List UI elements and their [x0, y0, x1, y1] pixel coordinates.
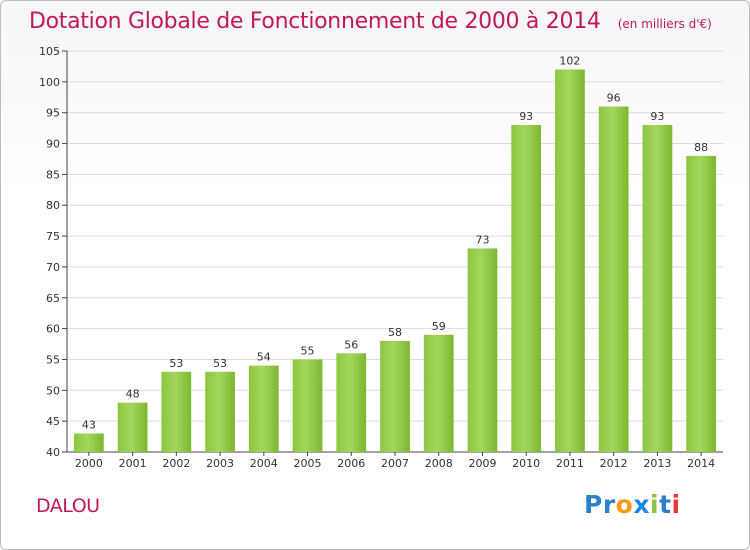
chart-title: Dotation Globale de Fonctionnement de 20…: [29, 9, 601, 34]
data-label: 59: [432, 320, 446, 333]
y-tick-label: 50: [46, 384, 60, 397]
x-tick-label: 2010: [512, 457, 540, 470]
data-labels: 43 48 53 53 54 55 56 58 59 73 93 102 96 93 88: [82, 55, 708, 432]
title-row: Dotation Globale de Fonctionnement de 20…: [29, 9, 712, 34]
data-label: 88: [694, 141, 708, 154]
x-tick-label: 2009: [468, 457, 496, 470]
y-tick-label: 60: [46, 323, 60, 336]
logo-letter: r: [602, 490, 616, 519]
y-tick-label: 40: [46, 446, 60, 459]
y-tick-label: 75: [46, 230, 60, 243]
data-label: 55: [301, 344, 315, 357]
data-label: 53: [213, 357, 227, 370]
x-tick-label: 2014: [687, 457, 715, 470]
x-tick-label: 2002: [162, 457, 190, 470]
logo-letter: t: [659, 490, 672, 519]
logo-letter: P: [584, 490, 603, 519]
x-tick-label: 2013: [643, 457, 671, 470]
y-tick-label: 100: [39, 76, 60, 89]
x-tick-label: 2007: [381, 457, 409, 470]
commune-name: DALOU: [36, 495, 100, 517]
axes: 40 45 50 55 60 65 70 75 80 85 90 95 100 105 2000 2001 20…: [39, 45, 723, 470]
data-label: 102: [559, 55, 580, 68]
x-tick-label: 2008: [425, 457, 453, 470]
data-label: 53: [169, 357, 183, 370]
chart-unit: (en milliers d'€): [617, 17, 712, 31]
y-tick-label: 65: [46, 292, 60, 305]
y-tick-label: 95: [46, 107, 60, 120]
data-label: 43: [82, 418, 96, 431]
data-label: 48: [126, 388, 140, 401]
logo-letter: x: [633, 490, 650, 519]
y-tick-label: 70: [46, 261, 60, 274]
logo-letter: i: [671, 490, 681, 519]
y-tick-label: 85: [46, 168, 60, 181]
x-tick-label: 2011: [556, 457, 584, 470]
bar-2003: [205, 371, 235, 452]
y-tick-label: 105: [39, 45, 60, 58]
data-label: 58: [388, 326, 402, 339]
bar-2001: [117, 402, 148, 452]
bar-2012: [598, 106, 629, 453]
bar-2010: [511, 125, 542, 453]
bar-2004: [248, 365, 279, 452]
x-tick-label: 2001: [119, 457, 147, 470]
bar-2008: [423, 334, 454, 452]
x-tick-label: 2006: [337, 457, 365, 470]
data-label: 73: [475, 233, 489, 246]
y-tick-label: 80: [46, 199, 60, 212]
bar-2013: [642, 125, 673, 453]
data-label: 93: [650, 110, 664, 123]
y-tick-label: 90: [46, 138, 60, 151]
x-tick-label: 2000: [75, 457, 103, 470]
x-tick-label: 2004: [250, 457, 278, 470]
data-label: 96: [607, 92, 621, 105]
data-label: 54: [257, 351, 271, 364]
logo-letter: o: [615, 490, 634, 519]
bars: [73, 69, 717, 453]
data-label: 56: [344, 338, 358, 351]
logo-letter: i: [650, 490, 660, 519]
bar-2006: [336, 353, 367, 452]
y-tick-label: 55: [46, 353, 60, 366]
x-tick-label: 2005: [294, 457, 322, 470]
bar-2007: [380, 340, 410, 452]
bar-2002: [161, 371, 192, 452]
y-tick-label: 45: [46, 415, 60, 428]
bar-2009: [467, 248, 498, 452]
bar-2014: [686, 155, 717, 452]
data-label: 93: [519, 110, 533, 123]
x-tick-label: 2012: [600, 457, 628, 470]
bar-2005: [292, 359, 323, 452]
proxiti-logo: Proxiti: [584, 490, 681, 519]
x-tick-label: 2003: [206, 457, 234, 470]
bar-2011: [555, 69, 585, 452]
bar-2000: [73, 433, 104, 452]
